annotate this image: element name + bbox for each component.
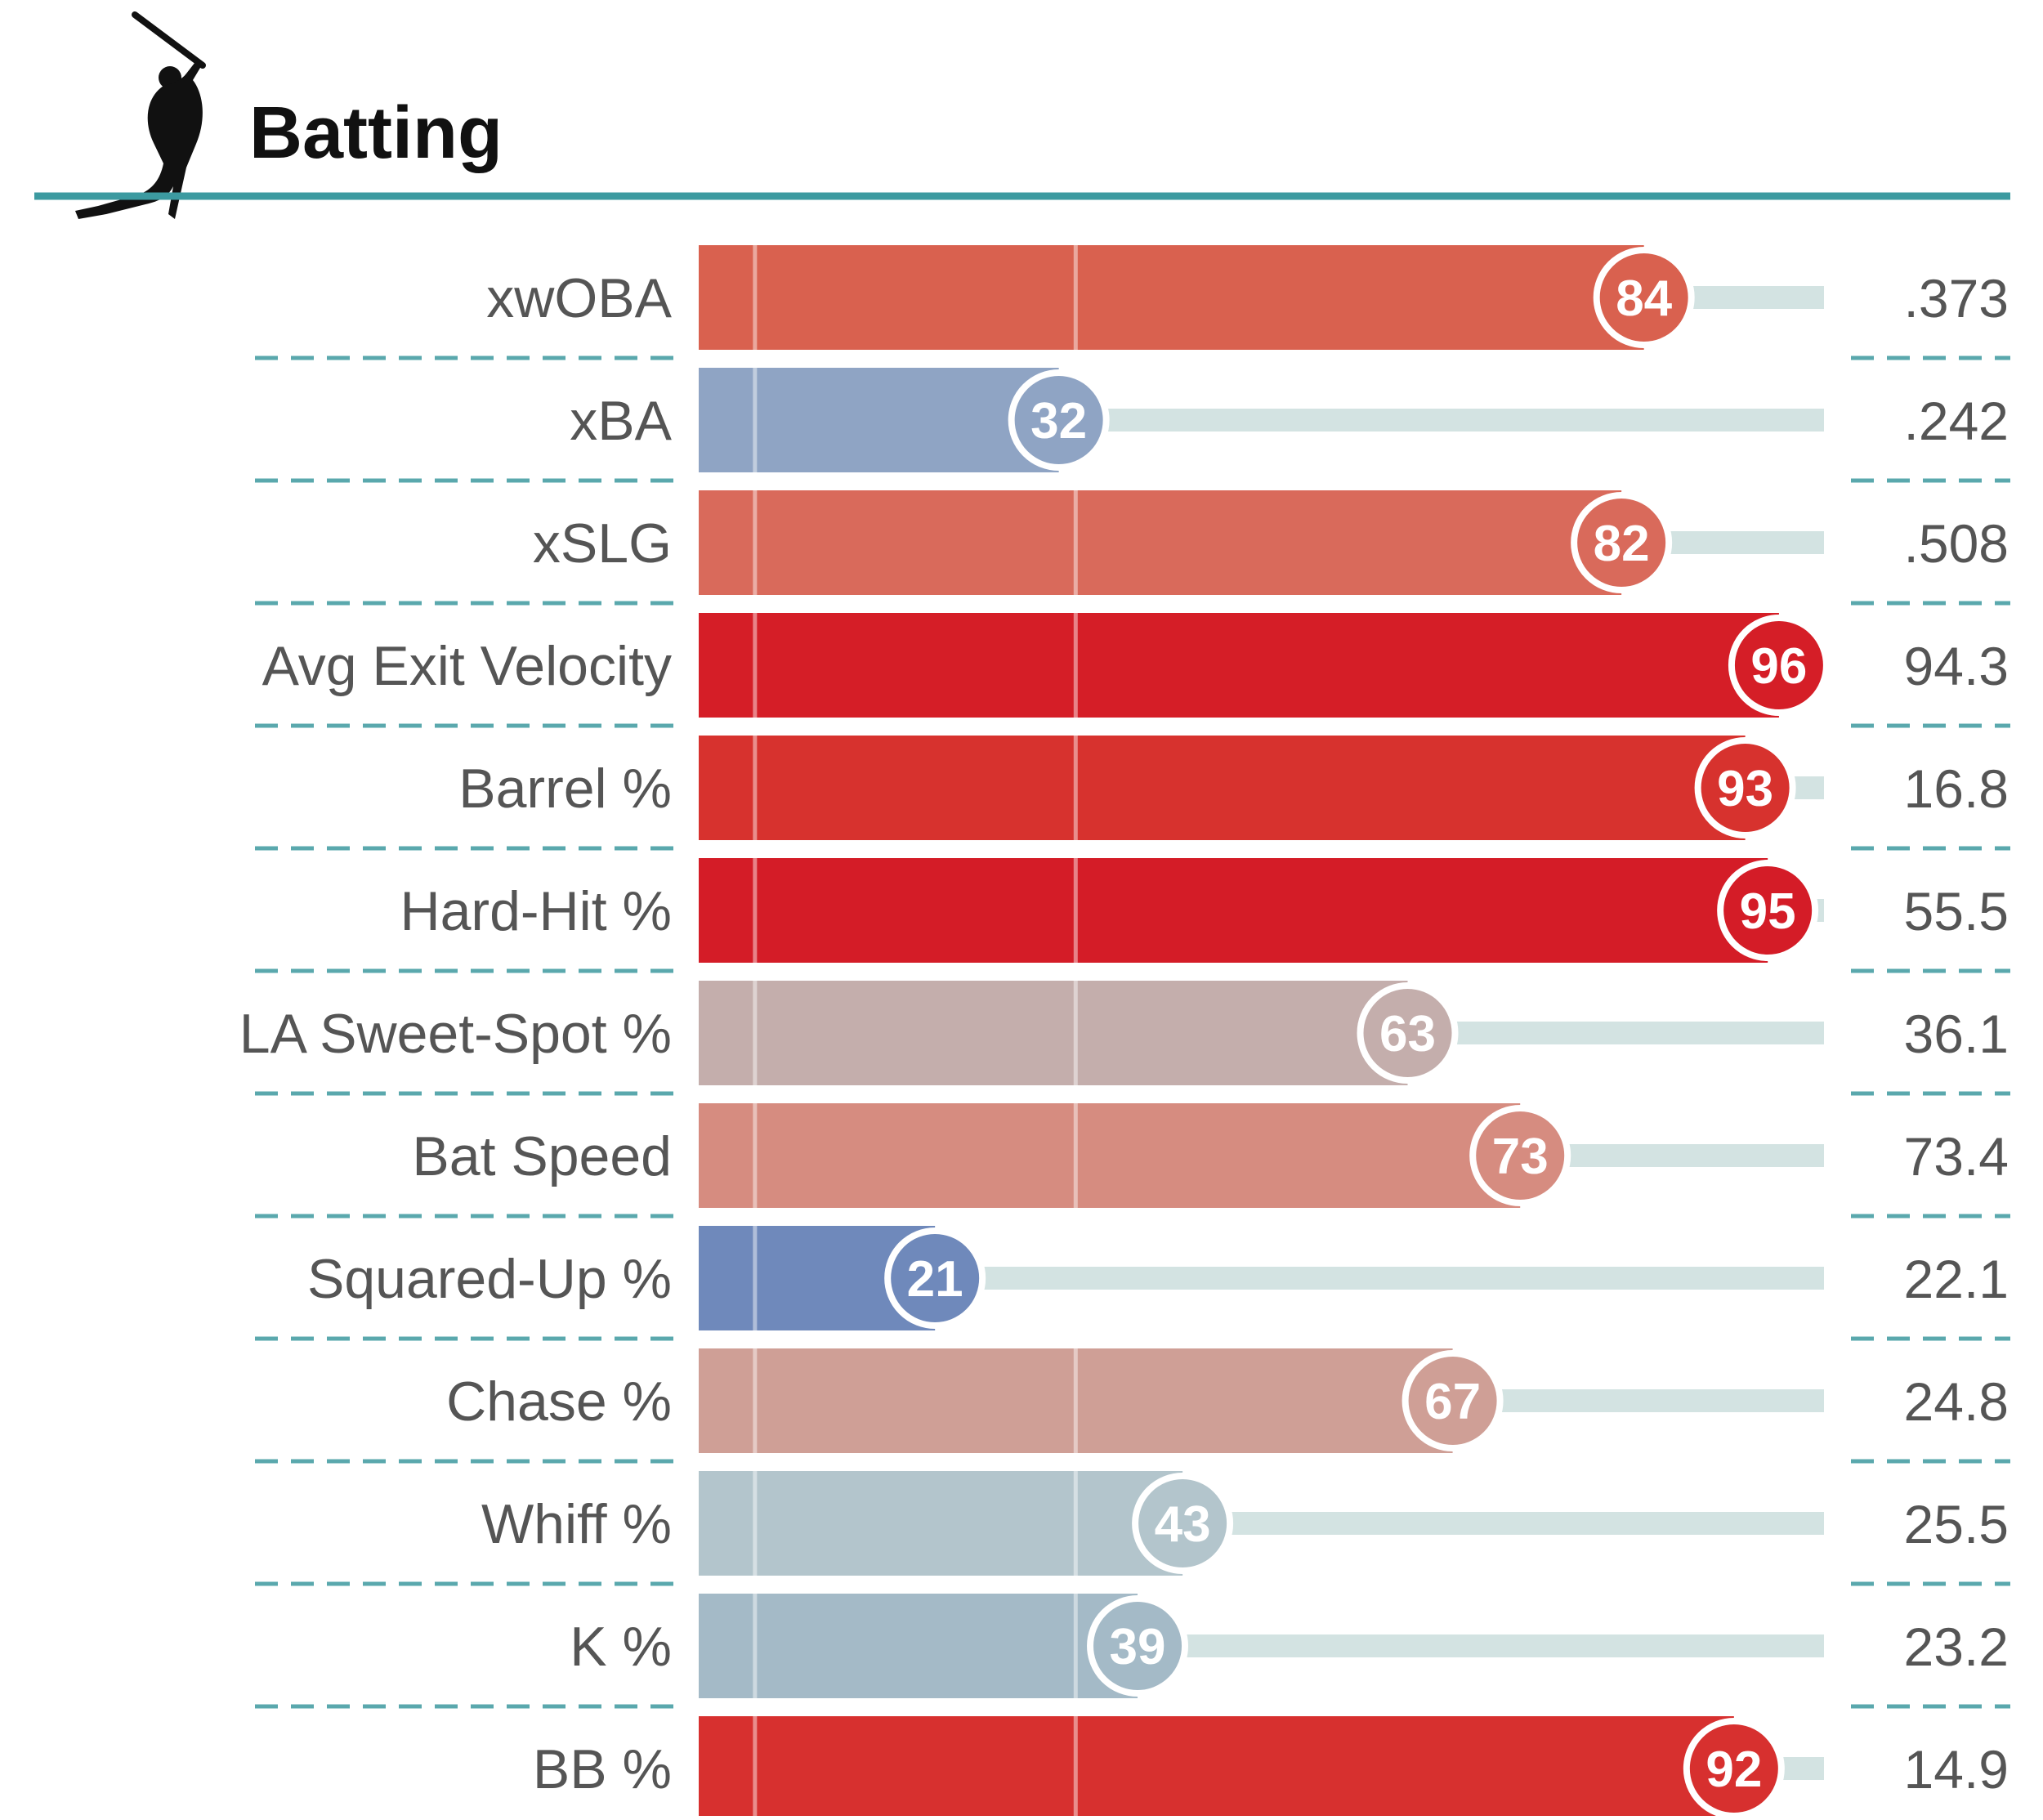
percentile-label: 82 (1594, 516, 1650, 572)
percentile-label: 84 (1616, 271, 1672, 327)
chart-row: 96 Avg Exit Velocity 94.3 (255, 601, 2010, 718)
metric-label: Squared-Up % (307, 1248, 672, 1310)
chart-row: 32 xBA .242 (255, 356, 2010, 472)
percentile-bar (699, 490, 1622, 595)
bar-track (935, 1267, 1824, 1290)
metric-label: Whiff % (481, 1493, 672, 1555)
bar-track (1058, 409, 1824, 432)
chart-row: 84 xwOBA .373 (486, 245, 2009, 350)
percentile-circle (1008, 369, 1110, 471)
bar-track (1182, 1512, 1824, 1535)
stat-value: 22.1 (1904, 1249, 2009, 1309)
percentile-bar (699, 1348, 1453, 1453)
bar-track (1407, 1022, 1824, 1044)
percentile-circle (1717, 860, 1819, 961)
baseball-batter-icon (75, 11, 206, 219)
percentile-circle (1571, 492, 1673, 593)
percentile-circle (1694, 737, 1796, 838)
stat-value: 55.5 (1904, 881, 2009, 941)
percentile-bar (699, 1594, 1138, 1698)
percentile-circle (884, 1227, 986, 1329)
stat-value: 23.2 (1904, 1617, 2009, 1677)
chart-row: 21 Squared-Up % 22.1 (255, 1214, 2010, 1330)
percentile-circle (1357, 982, 1459, 1084)
stat-value: .508 (1904, 513, 2009, 574)
metric-label: xBA (570, 390, 672, 452)
stat-value: .242 (1904, 391, 2009, 451)
bar-track (1452, 1389, 1824, 1412)
percentile-label: 63 (1379, 1006, 1436, 1062)
metric-label: K % (570, 1616, 672, 1678)
percentile-label: 93 (1717, 761, 1773, 817)
percentile-bar (699, 368, 1059, 472)
percentile-bar (699, 1471, 1183, 1576)
chart-row: 93 Barrel % 16.8 (255, 723, 2010, 840)
percentile-label: 21 (907, 1251, 963, 1308)
chart-row: 82 xSLG .508 (255, 478, 2010, 595)
percentile-bar (699, 1103, 1521, 1208)
chart-row: 67 Chase % 24.8 (255, 1336, 2010, 1453)
percentile-bar (699, 736, 1746, 840)
chart-header: Batting (34, 11, 2010, 219)
percentile-circle (1593, 247, 1695, 348)
percentile-label: 67 (1424, 1374, 1481, 1430)
metric-label: Chase % (446, 1371, 672, 1433)
percentile-bar (699, 1716, 1734, 1820)
stat-value: 16.8 (1904, 758, 2009, 819)
section-title: Batting (249, 92, 503, 174)
metric-label: Avg Exit Velocity (262, 635, 672, 697)
chart-rows: 84 xwOBA .373 32 xBA .242 82 xSLG .508 96 Avg Exit… (239, 245, 2010, 1820)
percentile-bar (699, 981, 1408, 1085)
metric-label: LA Sweet-Spot % (239, 1003, 672, 1065)
stat-value: 24.8 (1904, 1371, 2009, 1432)
stat-value: 14.9 (1904, 1739, 2009, 1800)
chart-row: 43 Whiff % 25.5 (255, 1459, 2010, 1576)
percentile-label: 32 (1030, 393, 1087, 449)
percentile-label: 96 (1750, 638, 1807, 695)
percentile-circle (1728, 615, 1830, 716)
percentile-circle (1132, 1473, 1234, 1574)
chart-row: 63 LA Sweet-Spot % 36.1 (239, 968, 2010, 1085)
stat-value: 25.5 (1904, 1494, 2009, 1554)
metric-label: xSLG (533, 512, 672, 575)
metric-label: Bat Speed (412, 1125, 672, 1187)
percentile-circle (1087, 1595, 1189, 1697)
percentile-bar (699, 858, 1768, 963)
metric-label: Barrel % (458, 758, 672, 820)
percentile-circle (1469, 1105, 1571, 1206)
chart-row: 92 BB % 14.9 (255, 1704, 2010, 1820)
stat-value: 36.1 (1904, 1004, 2009, 1064)
metric-label: xwOBA (486, 267, 672, 329)
percentile-label: 43 (1155, 1496, 1211, 1553)
percentile-label: 95 (1740, 883, 1796, 940)
chart-row: 39 K % 23.2 (255, 1581, 2010, 1698)
chart-row: 73 Bat Speed 73.4 (255, 1091, 2010, 1208)
stat-value: 94.3 (1904, 636, 2009, 696)
stat-value: 73.4 (1904, 1126, 2009, 1187)
percentile-circle (1401, 1350, 1504, 1451)
metric-label: BB % (533, 1738, 672, 1800)
percentile-bar (699, 613, 1779, 718)
percentile-bar (699, 245, 1644, 350)
stat-value: .373 (1904, 268, 2009, 329)
bar-track (1138, 1634, 1824, 1657)
percentile-label: 39 (1110, 1619, 1166, 1675)
percentile-label: 73 (1492, 1129, 1549, 1185)
metric-label: Hard-Hit % (400, 880, 673, 942)
percentile-label: 92 (1705, 1742, 1762, 1798)
chart-row: 95 Hard-Hit % 55.5 (255, 846, 2010, 963)
